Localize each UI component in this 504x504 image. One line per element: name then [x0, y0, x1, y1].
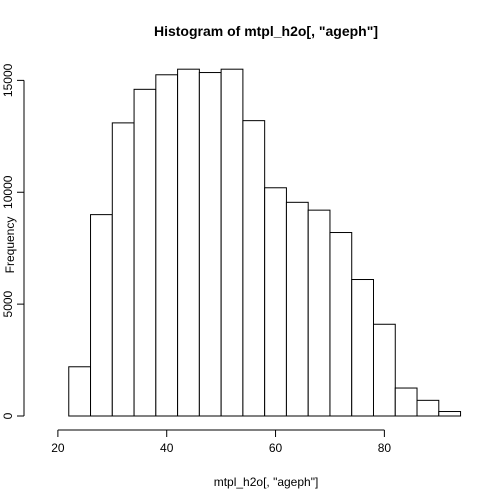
- histogram-bar: [372, 323, 396, 417]
- histogram-bar: [329, 232, 353, 417]
- histogram-bar: [220, 68, 244, 417]
- histogram-bar: [177, 68, 200, 417]
- y-tick-label: 5000: [1, 290, 15, 317]
- histogram-bar: [198, 72, 222, 417]
- histogram-bar: [264, 187, 287, 417]
- histogram-bar: [155, 74, 179, 417]
- histogram-bar: [90, 214, 113, 417]
- histogram-bar: [285, 201, 309, 417]
- y-tick-label: 0: [1, 412, 15, 419]
- y-axis-label: Frequency: [3, 217, 17, 274]
- histogram-bar: [133, 88, 157, 417]
- histogram-bar: [351, 279, 374, 417]
- histogram-bar: [307, 209, 331, 417]
- x-tick-label: 20: [51, 441, 65, 455]
- y-axis: 0 5000 10000 15000: [1, 63, 25, 419]
- y-tick-label: 10000: [1, 175, 15, 209]
- histogram-bar: [394, 387, 418, 417]
- y-tick-label: 15000: [1, 63, 15, 97]
- histogram-bar: [416, 399, 440, 417]
- x-tick-label: 40: [160, 441, 174, 455]
- x-tick-label: 60: [269, 441, 283, 455]
- x-axis-label: mtpl_h2o[, "ageph"]: [214, 475, 319, 489]
- x-axis: 20 40 60 80: [51, 429, 392, 455]
- histogram-bar: [68, 366, 92, 417]
- histogram-bar: [242, 120, 266, 417]
- histogram-bar: [111, 122, 135, 417]
- chart-title: Histogram of mtpl_h2o[, "ageph"]: [154, 23, 378, 39]
- x-tick-label: 80: [378, 441, 392, 455]
- bars-group: [68, 68, 462, 417]
- histogram-bar: [438, 411, 462, 417]
